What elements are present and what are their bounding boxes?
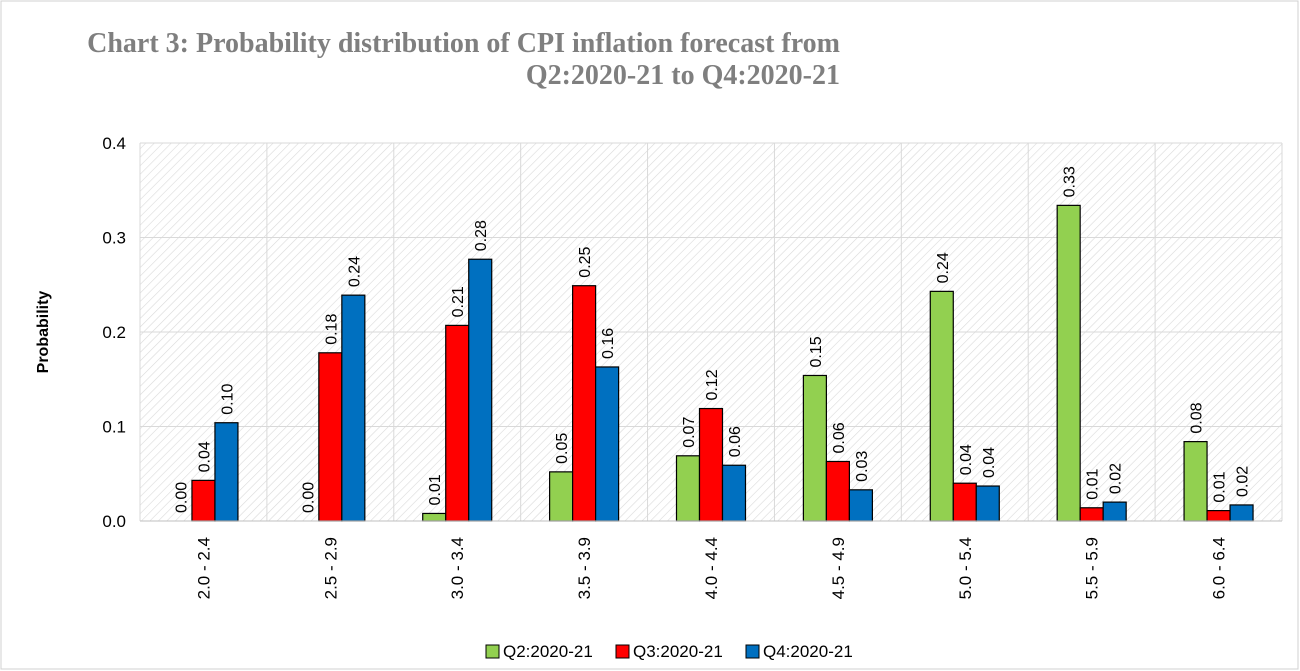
x-tick-label: 5.0 - 5.4 [956, 537, 975, 599]
y-tick-label: 0.4 [102, 134, 126, 153]
value-label: 0.06 [831, 422, 848, 453]
legend-swatch [485, 644, 500, 659]
bar [802, 374, 827, 522]
value-label: 0.03 [854, 451, 871, 482]
bar [445, 324, 470, 522]
bar [1079, 507, 1104, 522]
bar [929, 290, 954, 522]
legend-label: Q2:2020-21 [503, 642, 593, 661]
value-label: 0.33 [1062, 166, 1079, 197]
x-tick-label: 6.0 - 6.4 [1210, 537, 1229, 599]
value-label: 0.10 [219, 383, 236, 414]
value-label: 0.00 [173, 482, 190, 513]
bar [595, 366, 620, 522]
y-axis-label: Probability [35, 291, 52, 374]
bar [191, 479, 216, 522]
y-tick-label: 0.0 [102, 512, 126, 531]
x-tick-label: 2.5 - 2.9 [321, 537, 340, 599]
legend-label: Q4:2020-21 [763, 642, 853, 661]
value-label: 0.01 [1212, 471, 1229, 502]
value-label: 0.16 [600, 328, 617, 359]
bar [825, 460, 850, 522]
bar [1206, 510, 1231, 522]
value-label: 0.01 [1085, 469, 1102, 500]
bar [698, 407, 724, 522]
value-label: 0.08 [1189, 402, 1206, 433]
bar [318, 352, 343, 522]
value-label: 0.24 [935, 252, 952, 283]
x-tick-label: 4.0 - 4.4 [702, 537, 721, 599]
bar [214, 422, 239, 522]
value-label: 0.01 [427, 474, 444, 505]
bar [468, 258, 493, 522]
value-label: 0.15 [808, 336, 825, 367]
bar [848, 489, 873, 522]
value-label: 0.04 [196, 441, 213, 472]
x-tick-label: 4.5 - 4.9 [829, 537, 848, 599]
legend-label: Q3:2020-21 [633, 642, 723, 661]
bar [1229, 504, 1254, 522]
value-label: 0.21 [450, 286, 467, 317]
x-tick-label: 2.0 - 2.4 [194, 537, 213, 599]
value-label: 0.25 [577, 246, 594, 277]
x-tick-label: 3.0 - 3.4 [448, 537, 467, 599]
bar [341, 294, 366, 522]
value-label: 0.05 [554, 433, 571, 464]
bar [975, 485, 1000, 522]
value-label: 0.07 [681, 417, 698, 448]
legend-swatch [615, 644, 630, 659]
bar [952, 482, 977, 522]
value-label: 0.18 [323, 314, 340, 345]
y-tick-label: 0.1 [102, 418, 126, 437]
y-tick-label: 0.2 [102, 323, 126, 342]
value-label: 0.28 [473, 220, 490, 251]
value-label: 0.00 [300, 482, 317, 513]
value-label: 0.04 [958, 444, 975, 475]
value-label: 0.12 [704, 369, 721, 400]
x-tick-label: 5.5 - 5.9 [1083, 537, 1102, 599]
y-tick-label: 0.3 [102, 229, 126, 248]
chart-title: Chart 3: Probability distribution of CPI… [87, 28, 840, 91]
bar [549, 471, 574, 522]
value-label: 0.04 [981, 447, 998, 478]
value-label: 0.06 [727, 426, 744, 457]
bar [1056, 204, 1081, 522]
legend-swatch [745, 644, 760, 659]
bar [572, 285, 597, 522]
bar [721, 464, 747, 522]
bar [1102, 501, 1127, 522]
value-label: 0.24 [346, 256, 363, 287]
bar [1183, 441, 1208, 522]
value-label: 0.02 [1235, 466, 1252, 497]
x-tick-label: 3.5 - 3.9 [575, 537, 594, 599]
bar [675, 455, 701, 522]
value-label: 0.02 [1108, 463, 1125, 494]
bar [422, 512, 447, 522]
